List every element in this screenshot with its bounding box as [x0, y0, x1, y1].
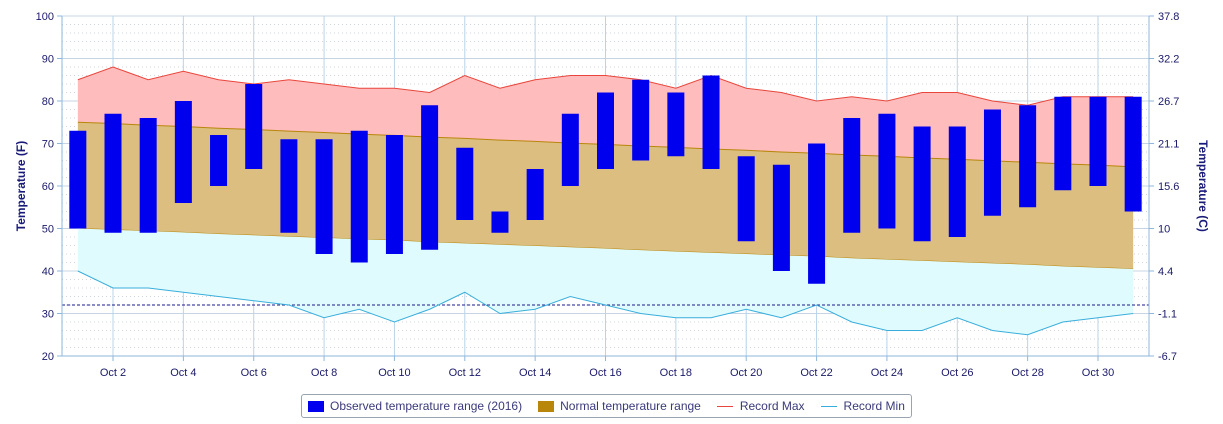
x-tick-label: Oct 30: [1082, 367, 1114, 379]
x-tick-label: Oct 24: [871, 367, 903, 379]
record-min-band: [77, 228, 1134, 335]
x-tick-label: Oct 2: [100, 367, 126, 379]
legend-swatch-record-min: [820, 405, 837, 407]
record-min-line[interactable]: [77, 270, 1134, 336]
legend-label-observed: Observed temperature range (2016): [330, 399, 523, 413]
y-tick-label-right: 26.7: [1158, 96, 1179, 108]
legend-swatch-normal: [538, 400, 555, 412]
x-tick-label: Oct 8: [311, 367, 337, 379]
y-tick-label-right: 10: [1158, 224, 1170, 236]
observed-range-bar[interactable]: [1124, 96, 1142, 212]
x-tick-label: Oct 22: [800, 367, 832, 379]
observed-range-bar[interactable]: [1054, 96, 1072, 191]
observed-range-bar[interactable]: [526, 169, 544, 220]
observed-range-bar[interactable]: [421, 105, 439, 250]
observed-range-bar[interactable]: [772, 164, 790, 271]
x-tick-label: Oct 14: [519, 367, 551, 379]
legend-item-observed[interactable]: Observed temperature range (2016): [308, 399, 522, 413]
y-tick-label-right: 32.2: [1158, 54, 1179, 66]
observed-range-bar[interactable]: [597, 92, 614, 170]
observed-range-bar[interactable]: [632, 79, 650, 161]
legend-label-record-max: Record Max: [739, 399, 805, 413]
observed-range-bar[interactable]: [561, 113, 579, 186]
x-tick-label: Oct 16: [589, 367, 621, 379]
observed-range-bar[interactable]: [983, 109, 1001, 216]
x-tick-label: Oct 10: [378, 367, 410, 379]
y-tick-label-right: -1.1: [1158, 309, 1177, 321]
y-tick-label-left: 40: [42, 266, 54, 278]
observed-range-bar[interactable]: [69, 130, 87, 229]
y-tick-label-right: -6.7: [1158, 351, 1177, 363]
legend-label-normal: Normal temperature range: [560, 399, 701, 413]
observed-range-bar[interactable]: [210, 135, 228, 186]
legend-item-record-min[interactable]: Record Min: [820, 399, 905, 413]
y-axis-right-label: Temperature (C): [1196, 140, 1210, 232]
legend-swatch-record-max: [716, 405, 733, 407]
y-axis-left-label: Temperature (F): [14, 141, 28, 231]
y-tick-label-left: 60: [42, 181, 54, 193]
y-tick-label-right: 37.8: [1158, 11, 1179, 23]
y-tick-label-left: 90: [42, 54, 54, 66]
y-tick-label-right: 15.6: [1158, 181, 1179, 193]
x-tick-label: Oct 20: [730, 367, 762, 379]
legend-label-record-min: Record Min: [843, 399, 905, 413]
x-tick-label: Oct 4: [170, 367, 196, 379]
y-tick-label-left: 70: [42, 139, 54, 151]
x-tick-label: Oct 28: [1011, 367, 1043, 379]
chart-svg: 20 30 40 50 60 70 80 90 100 -6.7 -1.1 4.4 10 15.6 21.1…: [14, 11, 1210, 379]
observed-range-bar[interactable]: [280, 139, 298, 233]
observed-range-bar[interactable]: [667, 92, 685, 157]
y-tick-label-left: 20: [42, 351, 54, 363]
observed-range-bar[interactable]: [139, 118, 157, 233]
y-tick-label-right: 4.4: [1158, 266, 1173, 278]
x-tick-label: Oct 26: [941, 367, 973, 379]
observed-range-bar[interactable]: [1089, 96, 1107, 186]
observed-range-bar[interactable]: [737, 156, 755, 242]
observed-range-bar[interactable]: [491, 211, 509, 233]
observed-range-bar[interactable]: [702, 75, 720, 170]
observed-range-bar[interactable]: [104, 113, 122, 233]
normal-range-area: [77, 122, 1134, 269]
observed-range-bar[interactable]: [456, 147, 474, 220]
observed-range-bar[interactable]: [1019, 105, 1037, 208]
legend-item-normal[interactable]: Normal temperature range: [538, 399, 701, 413]
observed-range-bar[interactable]: [245, 84, 263, 169]
observed-range-bar[interactable]: [350, 130, 368, 263]
observed-range-bar[interactable]: [385, 135, 403, 254]
legend: Observed temperature range (2016) Normal…: [301, 394, 912, 418]
observed-range-bar[interactable]: [843, 118, 861, 233]
observed-range-bar[interactable]: [808, 143, 826, 284]
observed-range-bar[interactable]: [315, 139, 333, 254]
observed-range-bar[interactable]: [174, 101, 192, 203]
legend-swatch-observed: [308, 400, 324, 412]
observed-range-bar[interactable]: [913, 126, 931, 242]
bars: [69, 75, 1142, 284]
legend-item-record-max[interactable]: Record Max: [716, 399, 805, 413]
y-tick-label-left: 30: [42, 309, 54, 321]
axes: 20 30 40 50 60 70 80 90 100 -6.7 -1.1 4.4 10 15.6 21.1…: [36, 11, 1180, 379]
observed-range-bar[interactable]: [948, 126, 966, 238]
y-tick-label-left: 100: [36, 11, 54, 23]
x-tick-label: Oct 18: [660, 367, 692, 379]
y-tick-label-right: 21.1: [1158, 139, 1179, 151]
y-tick-label-left: 50: [42, 224, 54, 236]
observed-range-bar[interactable]: [878, 113, 896, 229]
x-tick-label: Oct 6: [241, 367, 267, 379]
x-tick-label: Oct 12: [449, 367, 481, 379]
y-tick-label-left: 80: [42, 96, 54, 108]
